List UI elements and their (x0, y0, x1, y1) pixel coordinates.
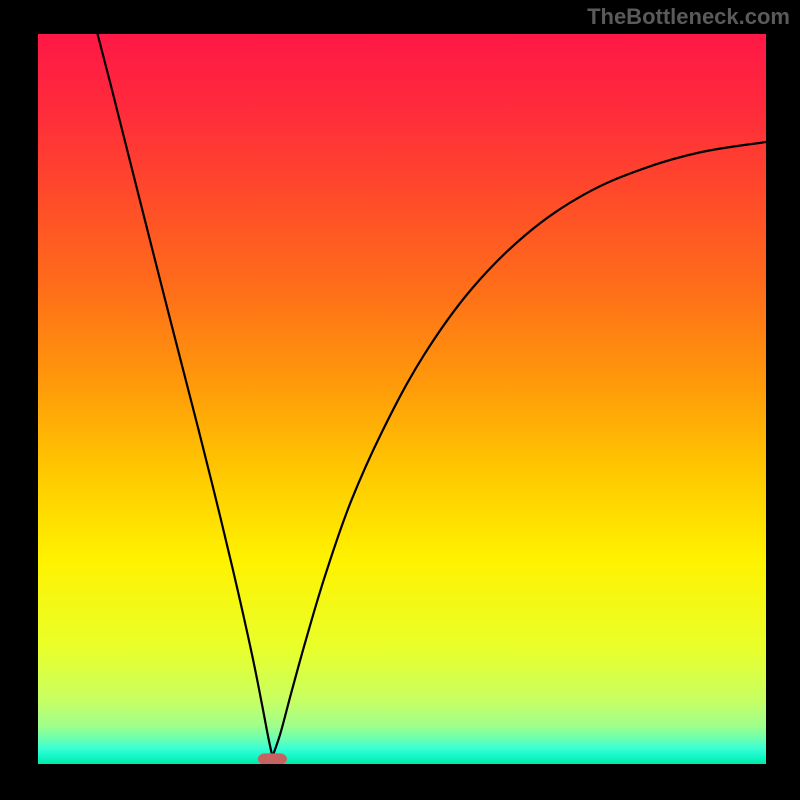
chart-svg (38, 34, 766, 764)
bottleneck-marker (258, 753, 287, 764)
plot-area (38, 34, 766, 764)
watermark-label: TheBottleneck.com (587, 4, 790, 30)
gradient-background (38, 34, 766, 764)
chart-outer-frame: TheBottleneck.com (0, 0, 800, 800)
